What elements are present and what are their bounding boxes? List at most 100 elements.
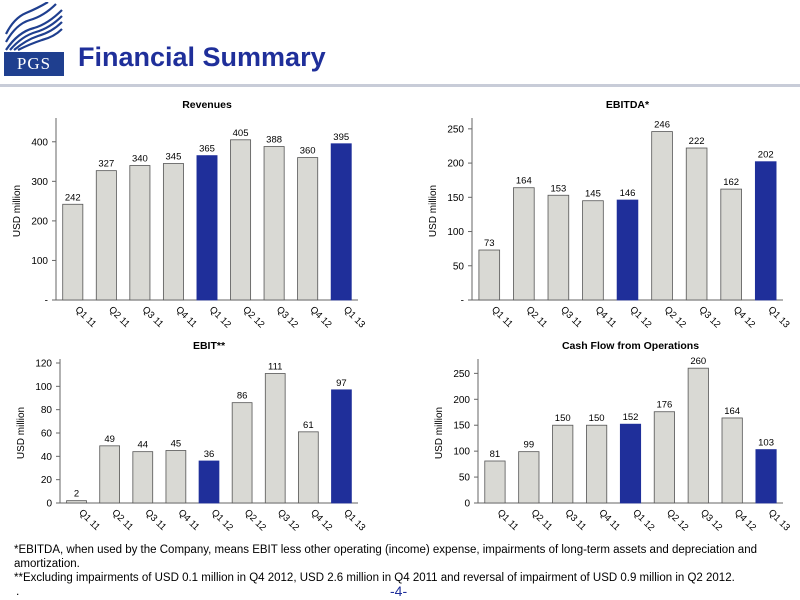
ebitda-footnote: *EBITDA, when used by the Company, means… xyxy=(14,544,757,570)
y-tick-label: 80 xyxy=(41,405,53,416)
x-tick-label: Q1 12 xyxy=(627,304,653,330)
data-label: 340 xyxy=(132,154,148,165)
chart-title: EBIT** xyxy=(193,340,226,352)
x-tick-label: Q1 13 xyxy=(766,507,792,533)
data-label: 222 xyxy=(689,136,705,147)
x-tick-label: Q3 12 xyxy=(275,507,301,533)
bar xyxy=(755,449,777,504)
y-tick-label: 50 xyxy=(453,261,465,272)
bar xyxy=(330,143,352,301)
bar xyxy=(513,187,535,301)
chart-svg: Revenues USD million - 100 200 300 400 242 Q1 11… xyxy=(12,99,367,330)
data-label: 176 xyxy=(656,400,672,411)
y-tick-label: 50 xyxy=(459,473,471,484)
bar xyxy=(297,431,319,504)
data-label: 246 xyxy=(654,120,670,131)
bar xyxy=(264,373,286,504)
x-tick-label: Q2 12 xyxy=(240,304,266,330)
x-tick-label: Q4 12 xyxy=(731,304,757,330)
data-label: 44 xyxy=(137,440,148,451)
x-tick-label: Q4 11 xyxy=(593,304,619,330)
x-tick-label: Q1 11 xyxy=(76,507,102,533)
y-axis-label: USD million xyxy=(434,407,445,459)
footnote-dot: . xyxy=(16,584,20,598)
chart-svg: Cash Flow from Operations USD million 0 50 1… xyxy=(434,340,792,533)
data-label: 152 xyxy=(623,412,639,423)
data-label: 99 xyxy=(524,440,535,451)
y-tick-label: 400 xyxy=(31,137,48,148)
bar xyxy=(231,402,253,504)
data-label: 242 xyxy=(65,192,81,203)
bar xyxy=(95,170,117,301)
bar xyxy=(484,460,506,504)
x-tick-label: Q1 12 xyxy=(207,304,233,330)
y-tick-label: 20 xyxy=(41,475,53,486)
bar xyxy=(721,417,743,504)
y-axis-label: USD million xyxy=(16,407,27,459)
x-tick-label: Q3 12 xyxy=(696,304,722,330)
data-label: 111 xyxy=(268,362,282,373)
data-label: 49 xyxy=(104,434,115,445)
x-tick-label: Q2 11 xyxy=(524,304,550,330)
chart-title: Cash Flow from Operations xyxy=(562,340,699,352)
y-tick-label: 200 xyxy=(31,216,48,227)
y-tick-label: 300 xyxy=(31,177,48,188)
x-tick-label: Q3 12 xyxy=(274,304,300,330)
bar xyxy=(297,157,319,301)
data-label: 395 xyxy=(333,132,349,143)
y-tick-label: 100 xyxy=(453,447,470,458)
bar xyxy=(616,199,639,301)
ebit-chart: EBIT** USD million 0 20 40 60 80 100 120 2 Q1 11 49… xyxy=(0,333,370,541)
x-tick-label: Q2 12 xyxy=(662,304,688,330)
y-axis-label: USD million xyxy=(428,185,439,237)
bar xyxy=(129,165,151,301)
data-label: 36 xyxy=(204,449,215,460)
bar xyxy=(162,163,184,301)
bar xyxy=(230,139,252,301)
y-tick-label: 200 xyxy=(453,395,470,406)
bar xyxy=(263,146,285,301)
bar xyxy=(586,424,608,504)
x-tick-label: Q3 11 xyxy=(143,507,169,533)
x-tick-label: Q1 13 xyxy=(341,304,367,330)
y-tick-label: - xyxy=(461,296,464,307)
data-label: 162 xyxy=(723,177,739,188)
data-label: 164 xyxy=(724,406,740,417)
chart-title: Revenues xyxy=(182,99,232,111)
bar xyxy=(331,389,352,504)
x-tick-label: Q2 11 xyxy=(110,507,136,533)
bar xyxy=(547,194,570,301)
x-tick-label: Q3 12 xyxy=(698,507,724,533)
ebit-footnote: **Excluding impairments of USD 0.1 milli… xyxy=(14,572,735,584)
page-title: Financial Summary xyxy=(78,42,326,72)
y-tick-label: - xyxy=(45,296,48,307)
page-number: -4- xyxy=(390,583,408,599)
data-label: 327 xyxy=(98,159,114,170)
wave-icon xyxy=(5,1,63,51)
data-label: 97 xyxy=(336,378,347,389)
chart-svg: EBITDA* USD million - 50 100 150 200 250 73 Q1 11… xyxy=(428,99,792,330)
header-divider xyxy=(0,84,800,87)
logo-text: PGS xyxy=(4,52,64,76)
bar xyxy=(619,423,642,504)
data-label: 260 xyxy=(690,356,706,367)
x-tick-label: Q4 11 xyxy=(173,304,199,330)
bar xyxy=(198,460,220,504)
data-label: 45 xyxy=(171,439,182,450)
data-label: 73 xyxy=(484,238,495,249)
x-tick-label: Q1 11 xyxy=(73,304,99,330)
bar xyxy=(165,450,187,504)
bar xyxy=(132,451,154,504)
x-tick-label: Q1 13 xyxy=(766,304,792,330)
chart-title: EBITDA* xyxy=(606,99,650,111)
data-label: 146 xyxy=(620,188,636,199)
footnotes: *EBITDA, when used by the Company, means… xyxy=(14,543,784,585)
bar xyxy=(62,203,84,301)
x-tick-label: Q2 12 xyxy=(664,507,690,533)
data-label: 2 xyxy=(74,489,79,500)
y-tick-label: 100 xyxy=(35,382,52,393)
bar xyxy=(552,424,574,504)
data-label: 202 xyxy=(758,150,774,161)
ebitda-chart: EBITDA* USD million - 50 100 150 200 250 73 Q1 11… xyxy=(400,92,795,337)
x-tick-label: Q1 13 xyxy=(341,507,367,533)
